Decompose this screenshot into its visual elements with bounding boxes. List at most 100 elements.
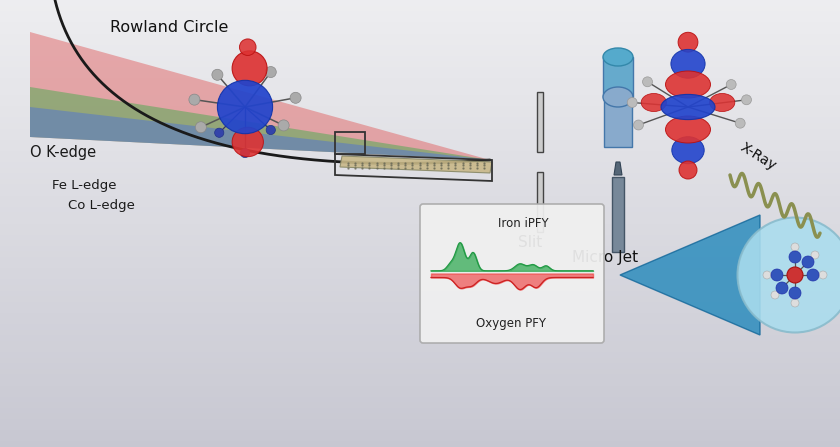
FancyBboxPatch shape — [420, 204, 604, 343]
Bar — [0, 240, 840, 246]
Bar — [0, 6, 840, 11]
Bar — [0, 17, 840, 22]
Text: Iron iPFY: Iron iPFY — [498, 217, 549, 230]
Ellipse shape — [789, 287, 801, 299]
Bar — [0, 179, 840, 184]
Bar — [0, 145, 840, 151]
Bar — [0, 235, 840, 240]
Bar — [537, 172, 543, 232]
Bar — [0, 84, 840, 89]
Bar — [0, 101, 840, 106]
Ellipse shape — [791, 243, 799, 251]
Bar — [0, 318, 840, 324]
Bar — [0, 168, 840, 173]
Bar — [0, 324, 840, 330]
Bar — [0, 352, 840, 358]
Bar — [0, 139, 840, 145]
Bar — [0, 341, 840, 346]
Polygon shape — [340, 156, 492, 173]
Bar — [0, 302, 840, 308]
Ellipse shape — [787, 267, 803, 283]
Bar — [0, 207, 840, 212]
Ellipse shape — [665, 116, 711, 143]
Bar — [0, 279, 840, 285]
Ellipse shape — [239, 39, 256, 55]
Bar — [537, 92, 543, 152]
Ellipse shape — [819, 271, 827, 279]
Ellipse shape — [710, 93, 735, 111]
Bar — [0, 419, 840, 425]
Ellipse shape — [671, 50, 705, 78]
Text: Co L-edge: Co L-edge — [68, 198, 135, 211]
Text: O K-edge: O K-edge — [30, 144, 96, 160]
Ellipse shape — [771, 269, 783, 281]
Ellipse shape — [735, 118, 745, 128]
Bar — [0, 34, 840, 39]
Ellipse shape — [232, 127, 264, 157]
Bar — [0, 274, 840, 279]
Bar — [0, 78, 840, 84]
Ellipse shape — [727, 80, 736, 89]
Ellipse shape — [643, 77, 653, 87]
Ellipse shape — [232, 51, 267, 86]
Bar — [0, 436, 840, 442]
Ellipse shape — [266, 126, 276, 135]
Ellipse shape — [807, 269, 819, 281]
Ellipse shape — [240, 148, 249, 158]
Text: Oxygen PFY: Oxygen PFY — [476, 317, 546, 330]
Polygon shape — [30, 32, 490, 160]
Bar — [0, 363, 840, 369]
Bar — [0, 106, 840, 112]
Bar — [0, 229, 840, 235]
Bar — [0, 185, 840, 190]
Bar — [0, 375, 840, 380]
Bar — [0, 425, 840, 430]
Bar — [0, 51, 840, 56]
Bar — [0, 73, 840, 78]
Polygon shape — [30, 107, 490, 160]
Ellipse shape — [776, 282, 788, 294]
Ellipse shape — [641, 93, 666, 111]
Ellipse shape — [672, 137, 704, 164]
Ellipse shape — [802, 256, 814, 268]
Bar — [0, 251, 840, 257]
Bar — [0, 112, 840, 117]
Bar — [0, 45, 840, 51]
Bar — [0, 56, 840, 61]
Bar — [0, 67, 840, 72]
Bar — [0, 413, 840, 419]
Ellipse shape — [742, 95, 752, 105]
Ellipse shape — [278, 120, 289, 131]
Bar — [0, 218, 840, 224]
Text: Fe L-edge: Fe L-edge — [52, 178, 117, 191]
Bar — [0, 156, 840, 162]
Bar — [0, 402, 840, 408]
Bar — [0, 391, 840, 397]
Ellipse shape — [771, 291, 779, 299]
Ellipse shape — [603, 48, 633, 66]
Polygon shape — [30, 87, 490, 160]
Bar — [0, 380, 840, 385]
Bar — [0, 313, 840, 318]
Text: Slit: Slit — [518, 235, 543, 250]
Ellipse shape — [189, 94, 200, 105]
Bar — [0, 291, 840, 296]
Ellipse shape — [196, 122, 207, 133]
Ellipse shape — [603, 87, 633, 107]
Ellipse shape — [791, 299, 799, 307]
Text: Micro Jet: Micro Jet — [572, 250, 638, 265]
Bar — [0, 89, 840, 95]
Bar — [0, 39, 840, 45]
Bar — [0, 224, 840, 229]
Bar — [0, 123, 840, 129]
Ellipse shape — [627, 97, 638, 107]
Ellipse shape — [678, 32, 698, 52]
Bar — [0, 11, 840, 17]
Bar — [0, 257, 840, 263]
Bar — [0, 358, 840, 363]
Ellipse shape — [212, 69, 223, 80]
Bar — [603, 57, 633, 97]
Ellipse shape — [633, 120, 643, 130]
Bar — [0, 308, 840, 313]
Bar — [0, 22, 840, 28]
